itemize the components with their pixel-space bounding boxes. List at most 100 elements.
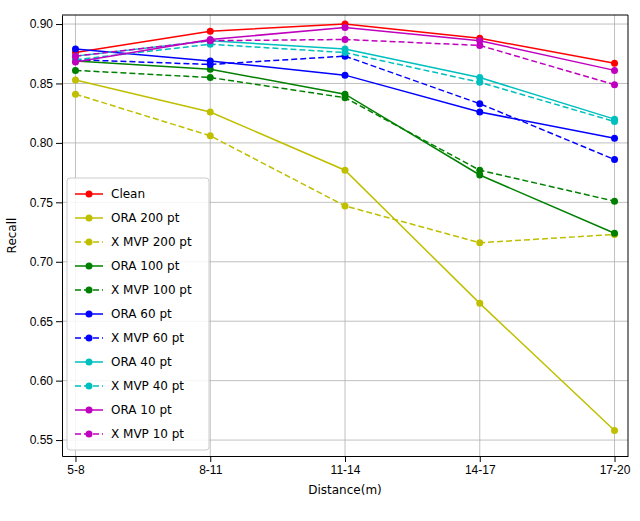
legend-label: X MVP 100 pt [111,283,192,297]
series-line [75,24,614,63]
series-marker [476,79,483,86]
legend-frame [67,178,209,450]
series-marker [72,45,79,52]
y-tick-label: 0.60 [30,374,54,388]
y-tick: 0.70 [30,255,62,269]
series-marker [611,60,618,67]
x-tick-mark [345,456,346,462]
x-tick-label: 11-14 [331,463,361,477]
legend-label: X MVP 200 pt [111,235,192,249]
y-tick-label: 0.70 [30,255,54,269]
series-marker [611,135,618,142]
legend-label: ORA 100 pt [111,259,180,273]
legend-label: ORA 10 pt [111,403,172,417]
y-tick-mark [56,143,62,144]
y-tick-mark [56,262,62,263]
y-tick-mark [56,381,62,382]
grid-line [210,15,211,456]
series-marker [72,53,79,60]
series-marker [342,36,349,43]
y-tick-label: 0.90 [30,17,54,31]
legend-label: X MVP 10 pt [111,427,184,441]
y-tick-mark [56,202,62,203]
x-tick: 5-8 [67,456,85,477]
legend-marker [86,311,93,318]
legend-label: Clean [111,187,145,201]
x-tick-label: 8-11 [199,463,222,477]
x-tick-mark [210,456,211,462]
x-tick: 8-11 [199,456,222,477]
legend-label: X MVP 40 pt [111,379,184,393]
series-marker [207,37,214,44]
series-marker [72,91,79,98]
x-tick-label: 17-20 [600,463,631,477]
series-marker [207,132,214,139]
grid [62,15,628,456]
legend-marker [86,287,93,294]
series-marker [342,94,349,101]
legend-marker [86,191,93,198]
frame [62,15,628,16]
series-marker [342,202,349,209]
series-marker [342,72,349,79]
y-tick-label: 0.85 [30,77,54,91]
series-line [75,39,614,84]
series-marker [476,42,483,49]
x-tick: 17-20 [600,456,631,477]
y-tick: 0.80 [30,136,62,150]
plot: 5-88-1111-1414-1717-200.550.600.650.700.… [30,15,631,477]
series-line [75,56,614,159]
frame [628,15,629,456]
series-line [75,28,614,71]
x-tick: 14-17 [465,456,496,477]
y-tick: 0.55 [30,433,62,447]
legend-marker [86,239,93,246]
y-tick: 0.60 [30,374,62,388]
y-axis: 0.55 0.60 0.65 0.70 0.75 0.80 0.85 0.90 [30,16,63,457]
y-tick-label: 0.55 [30,433,54,447]
y-tick-mark [56,83,62,84]
series-marker [476,108,483,115]
series-marker [476,167,483,174]
series-line [75,94,614,243]
series-marker [72,76,79,83]
series-marker [72,53,79,60]
series-marker [611,156,618,163]
legend-marker [86,383,93,390]
y-tick-mark [56,24,62,25]
y-tick-label: 0.65 [30,315,54,329]
x-axis: 5-8 8-11 11-14 14-17 17-20 [63,456,631,477]
series-marker [342,167,349,174]
chart: 5-88-1111-1414-1717-200.550.600.650.700.… [0,0,640,521]
series-marker [611,67,618,74]
y-tick: 0.75 [30,196,62,210]
y-tick-label: 0.75 [30,196,54,210]
y-tick-mark [56,321,62,322]
series-marker [207,108,214,115]
series-marker [611,230,618,237]
x-tick-mark [480,456,481,462]
series-marker [342,49,349,56]
legend-label: X MVP 60 pt [111,331,184,345]
x-tick-label: 5-8 [67,463,85,477]
legend-marker [86,359,93,366]
y-tick: 0.85 [30,77,62,91]
legend-marker [86,407,93,414]
series-marker [72,67,79,74]
y-tick-label: 0.80 [30,136,54,150]
legend-marker [86,215,93,222]
legend-label: ORA 60 pt [111,307,172,321]
y-tick: 0.65 [30,315,62,329]
series-marker [611,427,618,434]
legend-marker [86,431,93,438]
series-marker [611,198,618,205]
x-tick: 11-14 [331,456,361,477]
x-axis-title: Distance(m) [308,483,382,497]
series-marker [207,28,214,35]
x-tick-label: 14-17 [465,463,496,477]
x-tick-mark [75,456,76,462]
x-tick-mark [615,456,616,462]
series-marker [611,81,618,88]
series-marker [476,300,483,307]
legend-label: ORA 40 pt [111,355,172,369]
